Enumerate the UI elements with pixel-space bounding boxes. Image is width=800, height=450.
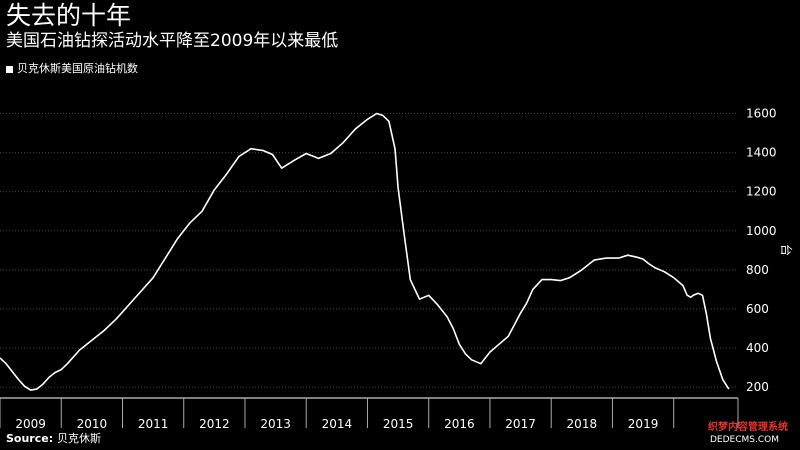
legend: 贝克休斯美国原油钻机数 (6, 62, 138, 76)
source-note: Source: 贝克休斯 (6, 432, 101, 446)
series-line-0 (0, 112, 730, 391)
chart-title: 失去的十年 (6, 1, 132, 30)
source-value: 贝克休斯 (56, 432, 101, 445)
x-tick-label: 2014 (322, 417, 353, 431)
x-tick-label: 2017 (505, 417, 536, 431)
y-tick-label: 400 (746, 341, 769, 355)
y-tick-label: 600 (746, 302, 769, 316)
source-label: Source: (6, 432, 54, 445)
y-tick-label: 800 (746, 263, 769, 277)
watermark-url: DEDECMS.COM (710, 435, 779, 445)
x-tick-label: 2016 (444, 417, 475, 431)
y-axis-unit-label: 台 (779, 244, 794, 256)
x-tick-label: 2019 (628, 417, 659, 431)
legend-label: 贝克休斯美国原油钻机数 (17, 62, 138, 75)
y-tick-label: 1600 (746, 106, 777, 120)
x-tick-label: 2009 (15, 417, 46, 431)
legend-swatch (6, 65, 13, 73)
y-tick-label: 1200 (746, 185, 777, 199)
watermark-text: 织梦内容管理系统 (708, 422, 788, 433)
x-tick-label: 2012 (199, 417, 230, 431)
series-layer (0, 112, 730, 391)
x-tick-label: 2015 (383, 417, 414, 431)
x-tick-label: 2013 (260, 417, 291, 431)
y-tick-label: 200 (746, 380, 769, 394)
chart-subtitle: 美国石油钻探活动水平降至2009年以来最低 (6, 31, 339, 51)
y-axis: 200 400 600 800 1000 1200 1400 1600 (746, 106, 777, 394)
grid-lines (0, 112, 738, 388)
y-tick-label: 1400 (746, 146, 777, 160)
x-tick-label: 2010 (77, 417, 108, 431)
y-tick-label: 1000 (746, 224, 777, 238)
x-tick-label: 2011 (138, 417, 169, 431)
x-axis: 2009 2010 2011 2012 2013 2014 2015 2016 2017 2018… (0, 397, 739, 431)
x-tick-label: 2018 (567, 417, 598, 431)
